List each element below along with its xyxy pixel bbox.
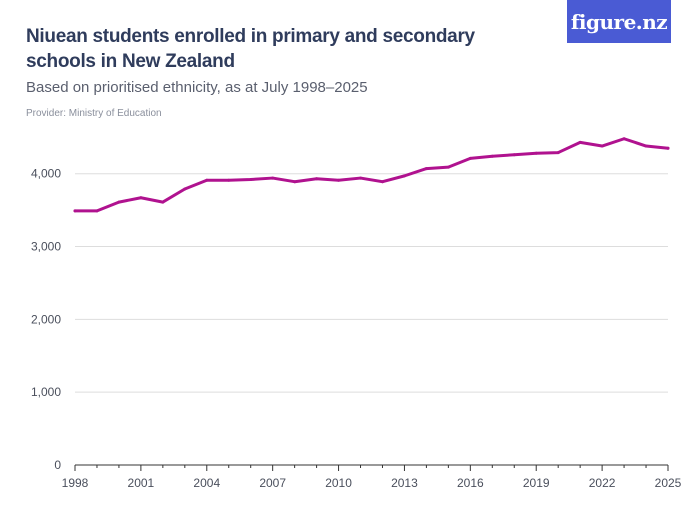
y-tick-label: 2,000: [31, 312, 61, 326]
figure-nz-logo[interactable]: figure.nz: [567, 0, 671, 43]
data-point[interactable]: [512, 153, 516, 157]
x-tick-label: 2001: [128, 476, 155, 490]
data-point[interactable]: [227, 178, 231, 182]
data-point[interactable]: [666, 146, 670, 150]
data-provider: Provider: Ministry of Education: [26, 108, 162, 119]
data-point[interactable]: [424, 167, 428, 171]
data-point[interactable]: [117, 200, 121, 204]
y-tick-label: 1,000: [31, 385, 61, 399]
data-point[interactable]: [139, 196, 143, 200]
series: [73, 137, 670, 213]
data-point[interactable]: [337, 178, 341, 182]
data-point[interactable]: [205, 178, 209, 182]
data-point[interactable]: [534, 151, 538, 155]
data-point[interactable]: [95, 209, 99, 213]
data-point[interactable]: [380, 180, 384, 184]
data-point[interactable]: [249, 178, 253, 182]
y-tick-label: 4,000: [31, 167, 61, 181]
x-tick-label: 2010: [325, 476, 352, 490]
x-tick-label: 2016: [457, 476, 484, 490]
x-tick-label: 2004: [193, 476, 220, 490]
chart-title: Niuean students enrolled in primary and …: [26, 26, 475, 72]
data-point[interactable]: [293, 180, 297, 184]
data-point[interactable]: [161, 200, 165, 204]
data-point[interactable]: [73, 209, 77, 213]
data-point[interactable]: [271, 176, 275, 180]
x-tick-label: 2025: [655, 476, 682, 490]
x-tick-label: 2013: [391, 476, 418, 490]
gridlines: [75, 173, 668, 393]
data-point[interactable]: [644, 144, 648, 148]
data-point[interactable]: [359, 176, 363, 180]
data-point[interactable]: [183, 187, 187, 191]
data-point[interactable]: [600, 144, 604, 148]
tick-labels: 0 1,000 2,000 3,000 4,000 1998 2001 2004 2007 201…: [31, 167, 682, 490]
data-point[interactable]: [556, 151, 560, 155]
data-point[interactable]: [446, 165, 450, 169]
data-point[interactable]: [402, 174, 406, 178]
y-tick-label: 3,000: [31, 240, 61, 254]
x-tick-label: 1998: [62, 476, 89, 490]
x-tick-label: 2007: [259, 476, 286, 490]
x-tick-label: 2019: [523, 476, 550, 490]
chart-subtitle: Based on prioritised ethnicity, as at Ju…: [26, 79, 368, 96]
data-point[interactable]: [622, 137, 626, 141]
axes: [74, 464, 669, 471]
series-line: [73, 137, 670, 213]
data-point[interactable]: [315, 177, 319, 181]
y-tick-label: 0: [54, 458, 61, 472]
data-point[interactable]: [468, 156, 472, 160]
data-point[interactable]: [578, 140, 582, 144]
data-point[interactable]: [490, 154, 494, 158]
x-tick-label: 2022: [589, 476, 616, 490]
